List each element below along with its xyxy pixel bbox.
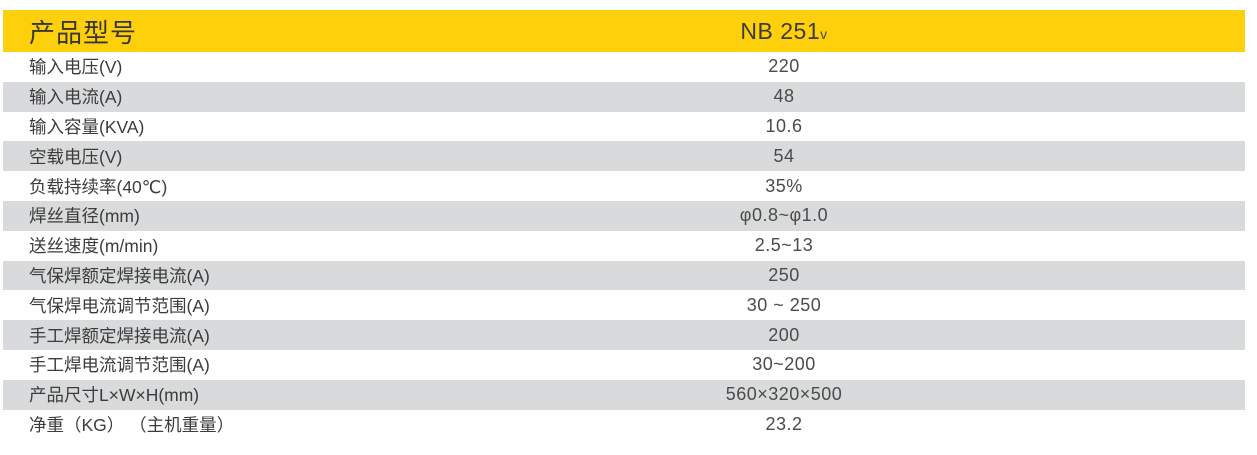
spec-label: 净重（KG） （主机重量） (29, 414, 235, 435)
table-row: 焊丝直径(mm) φ0.8~φ1.0 (3, 200, 1245, 231)
spec-value: 2.5~13 (754, 235, 814, 256)
spec-value: 200 (768, 324, 800, 345)
table-row: 输入电压(V) 220 (3, 52, 1245, 82)
spec-label: 气保焊电流调节范围(A) (29, 295, 210, 316)
spec-label: 输入容量(KVA) (29, 116, 145, 137)
product-model: NB 251v (323, 18, 1245, 45)
spec-label: 产品尺寸L×W×H(mm) (29, 385, 200, 406)
table-row: 手工焊额定焊接电流(A) 200 (3, 320, 1245, 350)
table-row: 送丝速度(m/min) 2.5~13 (3, 230, 1245, 261)
table-row: 负载持续率(40℃) 35% (3, 171, 1245, 201)
table-row: 产品尺寸L×W×H(mm) 560×320×500 (3, 379, 1245, 410)
table-row: 净重（KG） （主机重量） 23.2 (3, 409, 1245, 440)
header-label: 产品型号 (29, 17, 138, 48)
table-header-row: 产品型号 NB 251v (3, 10, 1245, 52)
spec-label: 送丝速度(m/min) (29, 236, 159, 257)
spec-value: 30 ~ 250 (746, 294, 822, 315)
product-spec-table: 产品型号 NB 251v 输入电压(V) 220 输入电流(A) 48 输入容量(KVA… (3, 10, 1245, 440)
spec-value: 250 (768, 264, 800, 285)
table-row: 输入容量(KVA) 10.6 (3, 111, 1245, 142)
model-name: NB 251 (740, 17, 821, 44)
table-row: 气保焊额定焊接电流(A) 250 (3, 260, 1245, 291)
spec-label: 负载持续率(40℃) (29, 176, 168, 197)
spec-value: φ0.8~φ1.0 (739, 205, 829, 226)
spec-value: 30~200 (752, 354, 816, 375)
spec-value: 54 (773, 145, 795, 166)
spec-label: 手工焊电流调节范围(A) (29, 355, 210, 376)
table-row: 气保焊电流调节范围(A) 30 ~ 250 (3, 290, 1245, 321)
spec-value: 23.2 (765, 413, 803, 434)
spec-value: 48 (773, 86, 795, 107)
spec-value: 35% (765, 175, 803, 196)
table-row: 输入电流(A) 48 (3, 81, 1245, 112)
spec-label: 输入电流(A) (29, 87, 123, 108)
table-row: 手工焊电流调节范围(A) 30~200 (3, 349, 1245, 380)
spec-label: 气保焊额定焊接电流(A) (29, 265, 210, 286)
spec-value: 10.6 (765, 115, 803, 136)
spec-label: 空载电压(V) (29, 146, 123, 167)
spec-label: 手工焊额定焊接电流(A) (29, 325, 210, 346)
spec-value: 220 (768, 56, 800, 77)
table-body: 输入电压(V) 220 输入电流(A) 48 输入容量(KVA) 10.6 空载电压(V) 5… (3, 52, 1245, 440)
spec-value: 560×320×500 (725, 384, 843, 405)
spec-label: 输入电压(V) (29, 57, 123, 78)
spec-label: 焊丝直径(mm) (29, 206, 140, 227)
table-row: 空载电压(V) 54 (3, 141, 1245, 172)
model-suffix: v (820, 25, 828, 42)
